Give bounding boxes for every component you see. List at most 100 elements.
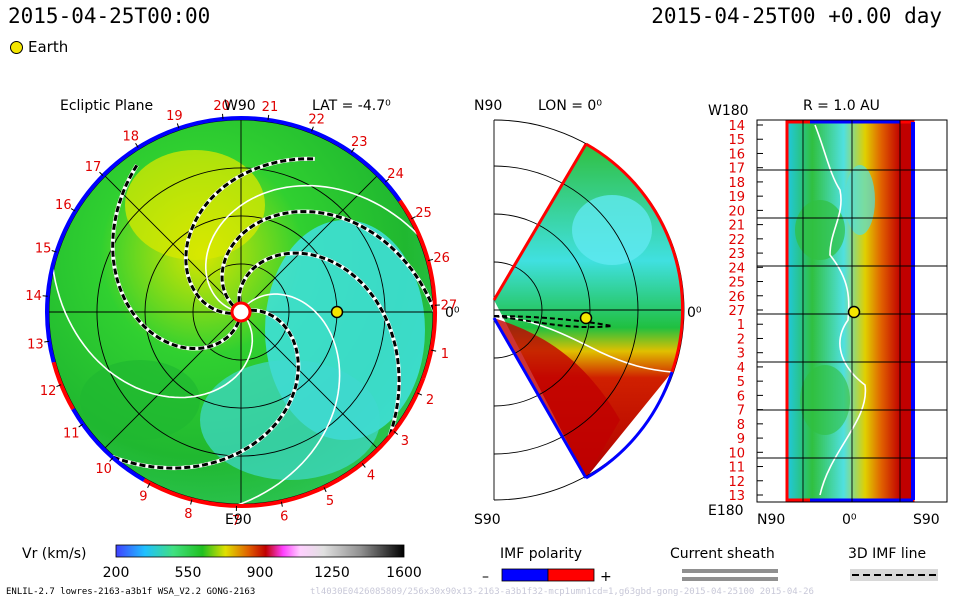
latlon-y-tick: 2 [737,332,745,347]
rim-tick [56,384,62,388]
rim-label: 18 [123,130,140,145]
rim-positive-right [398,199,437,380]
latlon-y-tick: 26 [728,290,745,305]
imf-spirals [51,156,437,507]
rim-tick [384,178,390,183]
meridional-bottom-label: S90 [474,512,501,528]
latlon-panel: 1415161718192021222324252627123456789101… [708,98,948,528]
colorbar-ticks: 200 550 900 1250 1600 [103,565,422,581]
latlon-y-tick: 8 [737,418,745,433]
imf-line [220,210,437,313]
latlon-y-tick: 12 [728,475,745,490]
latlon-y-tick: 18 [728,176,745,191]
colorbar-gradient [115,544,405,558]
earth-marker-meridional [579,311,593,325]
rim-label: 26 [433,251,450,266]
ecliptic-top-label: W90 [224,98,256,114]
footer-info: ENLIL-2.7 lowres-2163-a3b1f WSA_V2.2 GON… [6,587,256,597]
earth-marker-icon [10,40,23,54]
latlon-x-tick-0: 0⁰ [842,512,857,528]
rim-label: 6 [280,509,288,524]
latlon-y-tick: 9 [737,432,745,447]
earth-legend-label: Earth [28,38,69,56]
rim-tick [70,208,76,212]
latlon-y-tick: 6 [737,389,745,404]
rim-label: 20 [213,99,230,114]
ecliptic-right-label: 0⁰ [445,305,460,321]
latlon-y-tick: 22 [728,233,745,248]
current-sheath-line [51,265,254,399]
rim-tick [361,463,366,468]
imf-polarity-title: IMF polarity [500,546,582,562]
imf-line-background [850,569,938,581]
current-time: 2015-04-25T00 +0.00 day [651,4,942,28]
imf-negative-swatch [501,568,549,582]
rim-negative-upper [45,116,402,363]
latlon-y-tick: 4 [737,361,745,376]
current-sheath-legend: Current sheath [670,546,778,581]
current-sheath-title: Current sheath [670,546,775,562]
rim-label: 14 [25,289,42,304]
latlon-radius: R = 1.0 AU [803,98,880,114]
rim-tick [109,457,114,462]
latlon-y-tick: 21 [728,219,745,234]
colorbar: Vr (km/s) 200 550 900 1250 1600 [22,544,422,581]
latlon-y-tick: 19 [728,190,745,205]
imf-polarity-plus: + [600,569,612,585]
current-sheath-line [235,293,341,507]
colorbar-tick-label: 200 [103,565,130,581]
imf-positive-swatch [547,568,595,582]
latlon-y-tick: 23 [728,247,745,262]
imf-polarity-legend: IMF polarity – + [482,546,612,585]
latlon-y-tick: 25 [728,276,745,291]
rim-tick [323,487,327,493]
meridional-panel: N90 LON = 0⁰ S90 0⁰ [474,98,702,528]
imf-line [237,251,401,438]
rim-label: 7 [232,514,240,529]
rim-label: 21 [262,100,279,115]
earth-marker-ecliptic [330,305,344,319]
latlon-y-tick: 20 [728,204,745,219]
rim-label: 12 [40,384,57,399]
rim-label: 3 [401,434,409,449]
latlon-y-tick: 3 [737,347,745,362]
rim-label: 1 [441,347,449,362]
imf-line-legend: 3D IMF line [848,546,938,581]
latlon-corner-bottom: E180 [708,503,744,519]
imf-line [111,308,300,470]
rim-tick [410,216,416,220]
colorbar-label: Vr (km/s) [22,546,86,562]
rim-tick [393,431,399,435]
latlon-y-tick: 7 [737,404,745,419]
imf-line [111,164,240,350]
rim-label: 5 [326,494,334,509]
latlon-y-tick: 14 [728,119,745,134]
meridional-lon: LON = 0⁰ [538,98,602,114]
latlon-y-tick: 5 [737,375,745,390]
sun-icon [230,301,252,323]
rim-tick [350,148,355,153]
rim-tick [51,250,57,253]
rim-label: 13 [27,337,44,352]
rim-label: 17 [85,160,102,175]
rim-tick [78,423,84,428]
rim-label: 19 [166,109,183,124]
start-time: 2015-04-25T00:00 [8,4,211,28]
rim-label: 16 [55,198,72,213]
rim-tick [44,340,50,343]
rim-label: 11 [63,426,80,441]
current-sheath-line-1 [682,569,778,573]
current-sheath-line [205,184,421,311]
rim-label: 27 [441,299,458,314]
rim-label: 8 [184,507,192,522]
earth-legend: Earth [10,38,68,56]
rim-positive-left [51,361,75,410]
latlon-x-tick-s90: S90 [913,512,940,528]
latlon-y-tick: 27 [728,304,745,319]
earth-marker-latlon [847,305,861,319]
colorbar-tick-label: 550 [175,565,202,581]
latlon-y-tick: 17 [728,162,745,177]
rim-tick [311,126,314,132]
